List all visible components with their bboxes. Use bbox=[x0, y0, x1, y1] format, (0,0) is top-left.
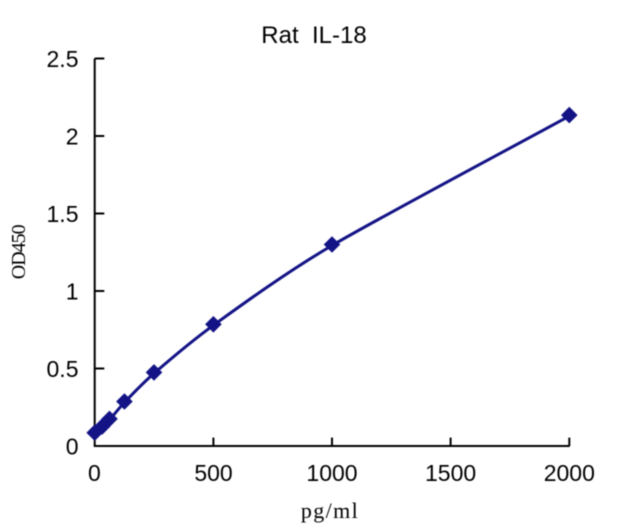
svg-text:1500: 1500 bbox=[425, 460, 476, 486]
svg-text:0: 0 bbox=[66, 434, 79, 460]
svg-text:pg/ml: pg/ml bbox=[301, 498, 359, 523]
svg-text:1: 1 bbox=[66, 279, 79, 305]
svg-text:1.5: 1.5 bbox=[47, 201, 79, 227]
svg-text:OD450: OD450 bbox=[8, 224, 30, 279]
svg-text:2: 2 bbox=[66, 124, 79, 150]
svg-text:0: 0 bbox=[88, 460, 101, 486]
svg-text:1000: 1000 bbox=[306, 460, 357, 486]
svg-text:500: 500 bbox=[194, 460, 232, 486]
svg-text:2.5: 2.5 bbox=[47, 46, 79, 72]
svg-text:Rat IL-18: Rat IL-18 bbox=[261, 22, 366, 49]
svg-text:0.5: 0.5 bbox=[47, 356, 79, 382]
svg-text:2000: 2000 bbox=[544, 460, 595, 486]
